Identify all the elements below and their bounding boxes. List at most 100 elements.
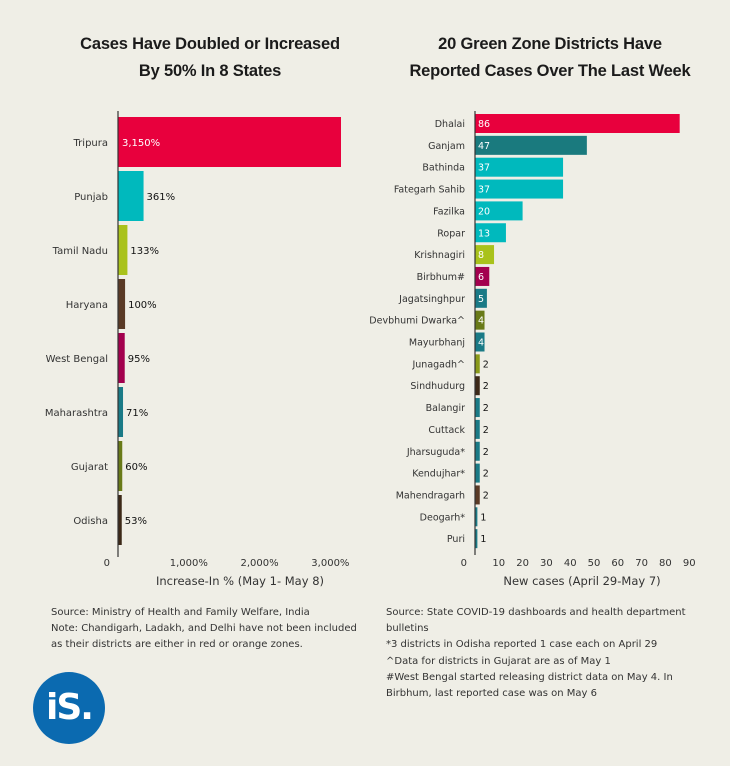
right-note-westbengal: #West Bengal started releasing district …	[386, 671, 673, 700]
left-bar-3	[118, 279, 126, 329]
right-x-tick-label-2: 20	[516, 558, 529, 569]
right-value-label-17: 2	[483, 490, 489, 501]
right-note-odisha: *3 districts in Odisha reported 1 case e…	[386, 639, 658, 651]
right-bar-7	[475, 266, 490, 286]
left-bar-7	[118, 495, 122, 545]
left-value-label-6: 60%	[125, 462, 147, 473]
right-x-tick-label-3: 30	[540, 558, 553, 569]
right-title-line-1: 20 Green Zone Districts Have	[438, 35, 662, 53]
right-category-label-5: Ropar	[437, 228, 465, 239]
right-value-label-5: 13	[478, 228, 490, 239]
left-bar-0	[118, 117, 341, 167]
right-category-label-14: Cuttack	[428, 425, 465, 436]
right-bar-2	[475, 157, 564, 177]
right-category-label-16: Kendujhar*	[412, 469, 465, 480]
right-category-label-18: Deogarh*	[420, 512, 466, 523]
right-x-tick-label-1: 10	[492, 558, 505, 569]
right-bar-18	[475, 507, 478, 527]
right-value-label-19: 1	[480, 534, 486, 545]
right-value-label-7: 6	[478, 272, 484, 283]
right-value-label-0: 86	[478, 119, 490, 130]
right-bar-8	[475, 288, 487, 308]
left-value-label-4: 95%	[128, 354, 150, 365]
right-category-label-6: Krishnagiri	[414, 250, 465, 261]
right-bar-11	[475, 354, 480, 374]
right-bar-9	[475, 310, 485, 330]
right-category-label-11: Junagadh^	[411, 359, 465, 370]
left-value-label-5: 71%	[126, 408, 148, 419]
left-category-label-1: Punjab	[74, 192, 108, 203]
right-category-label-10: Mayurbhanj	[409, 338, 465, 349]
right-value-label-4: 20	[478, 206, 490, 217]
right-category-label-19: Puri	[447, 534, 465, 545]
right-bar-6	[475, 245, 495, 265]
right-x-tick-label-0: 0	[461, 558, 467, 569]
right-category-label-8: Jagatsinghpur	[398, 294, 465, 305]
right-category-label-4: Fazilka	[433, 206, 465, 217]
left-category-label-4: West Bengal	[46, 354, 108, 365]
right-x-tick-label-8: 80	[659, 558, 672, 569]
left-x-tick-label-3: 3,000%	[311, 558, 349, 569]
right-x-tick-label-5: 50	[588, 558, 601, 569]
right-bar-13	[475, 398, 480, 418]
right-note-gujarat: ^Data for districts in Gujarat are as of…	[386, 655, 611, 667]
right-value-label-9: 4	[478, 316, 484, 327]
right-bar-14	[475, 419, 480, 439]
left-value-label-3: 100%	[128, 300, 157, 311]
left-bar-2	[118, 225, 128, 275]
right-category-label-15: Jharsuguda*	[406, 447, 465, 458]
left-category-label-5: Maharashtra	[45, 408, 108, 419]
left-x-axis-title: Increase-In % (May 1- May 8)	[156, 574, 324, 588]
right-value-label-2: 37	[478, 163, 490, 174]
right-category-label-12: Sindhudurg	[410, 381, 465, 392]
left-bar-1	[118, 171, 144, 221]
left-category-label-7: Odisha	[73, 516, 108, 527]
left-title-line-2: By 50% In 8 States	[138, 62, 282, 80]
right-value-label-16: 2	[483, 469, 489, 480]
left-x-tick-label-0: 0	[104, 558, 110, 569]
right-value-label-15: 2	[483, 447, 489, 458]
right-category-label-3: Fategarh Sahib	[394, 185, 465, 196]
left-title-line-1: Cases Have Doubled or Increased	[80, 35, 340, 53]
right-title-line-2: Reported Cases Over The Last Week	[409, 62, 691, 80]
left-value-label-2: 133%	[130, 246, 159, 257]
right-bar-1	[475, 135, 587, 155]
right-bar-5	[475, 223, 506, 243]
right-category-label-13: Balangir	[426, 403, 465, 414]
right-category-label-1: Ganjam	[428, 141, 465, 152]
indiaspend-logo: iS.	[33, 672, 105, 744]
left-bar-4	[118, 333, 125, 383]
right-category-label-17: Mahendragarh	[396, 490, 465, 501]
right-x-tick-label-4: 40	[564, 558, 577, 569]
right-value-label-8: 5	[478, 294, 484, 305]
right-source: Source: State COVID-19 dashboards and he…	[386, 607, 686, 635]
right-bar-15	[475, 441, 480, 461]
left-x-tick-label-2: 2,000%	[241, 558, 279, 569]
right-value-label-13: 2	[483, 403, 489, 414]
left-value-label-0: 3,150%	[122, 138, 160, 149]
left-bar-6	[118, 441, 123, 491]
left-category-label-0: Tripura	[73, 138, 108, 149]
right-category-label-0: Dhalai	[435, 119, 465, 130]
right-x-tick-label-7: 70	[635, 558, 648, 569]
right-x-tick-label-9: 90	[683, 558, 696, 569]
right-bar-10	[475, 332, 485, 352]
left-category-label-2: Tamil Nadu	[52, 246, 108, 257]
charts-canvas: Tripura 3,150% Punjab 361% Tamil Nadu 133% Har…	[45, 111, 696, 588]
right-category-label-9: Devbhumi Dwarka^	[369, 316, 465, 327]
left-notes: Source: Ministry of Health and Family We…	[51, 605, 361, 654]
right-category-label-7: Birbhum#	[417, 272, 465, 283]
left-category-label-3: Haryana	[66, 300, 108, 311]
left-x-tick-label-1: 1,000%	[170, 558, 208, 569]
left-value-label-7: 53%	[125, 516, 147, 527]
right-bar-17	[475, 485, 480, 505]
right-value-label-18: 1	[480, 512, 486, 523]
left-bar-5	[118, 387, 124, 437]
left-chart-title: Cases Have Doubled or Increased By 50% I…	[40, 31, 380, 85]
right-value-label-14: 2	[483, 425, 489, 436]
left-source: Source: Ministry of Health and Family We…	[51, 607, 310, 618]
right-chart-title: 20 Green Zone Districts Have Reported Ca…	[380, 31, 720, 85]
right-x-axis-title: New cases (April 29-May 7)	[503, 574, 660, 588]
left-category-label-6: Gujarat	[71, 462, 108, 473]
right-value-label-11: 2	[483, 359, 489, 370]
